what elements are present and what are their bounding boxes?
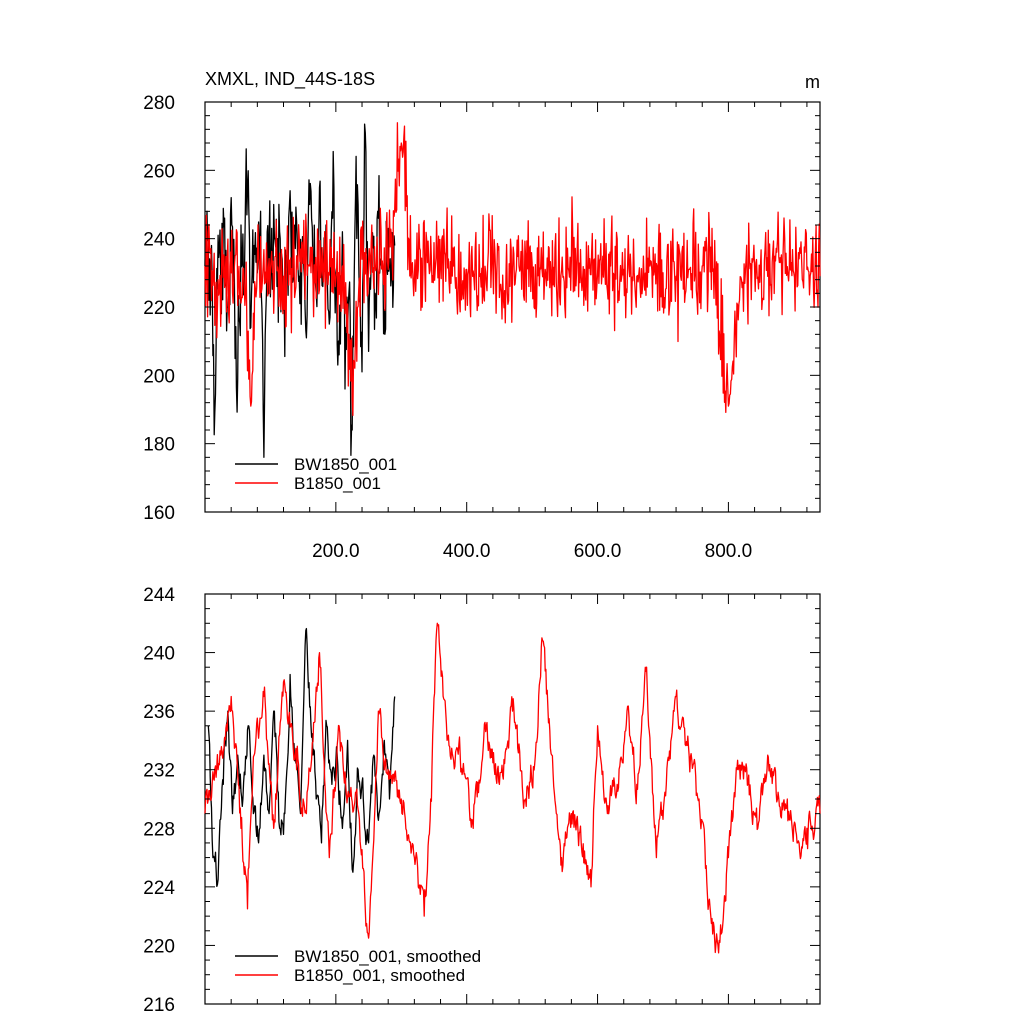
y-tick-label: 280 [143,93,175,114]
x-tick-label: 800.0 [705,541,753,562]
legend-label: B1850_001 [294,474,381,493]
bottom-panel: 216 220 224 228 232 236 240 244 BW1850_001, smo… [143,585,821,1016]
x-tick-label: 600.0 [574,541,622,562]
y-tick-label: 236 [143,702,175,723]
y-tick-label: 220 [143,936,175,957]
y-tick-label: 244 [143,585,175,606]
y-tick-label: 180 [143,435,175,456]
bottom-series-bw1850-001-smoothed-line [207,627,396,888]
top-panel-series [204,122,821,458]
top-panel-ticks: 160 180 200 220 240 260 280 200.0 400.0 600.0 800.… [143,93,820,562]
y-tick-label: 200 [143,366,175,387]
bottom-panel-series [204,622,821,954]
legend-label: BW1850_001, smoothed [294,947,481,966]
y-tick-label: 240 [143,230,175,251]
bottom-series-b1850-001-smoothed-line [204,622,821,954]
chart-title: XMXL, IND_44S-18S [205,69,375,90]
y-tick-label: 220 [143,298,175,319]
bottom-panel-ticks: 216 220 224 228 232 236 240 244 [143,585,820,1016]
bottom-panel-frame [204,593,821,1005]
y-tick-label: 228 [143,819,175,840]
top-panel: 160 180 200 220 240 260 280 200.0 400.0 600.0 800.… [143,93,821,562]
y-tick-label: 240 [143,644,175,665]
y-tick-label: 216 [143,995,175,1016]
units-label: m [805,72,820,92]
y-tick-label: 160 [143,503,175,524]
y-tick-label: 224 [143,878,175,899]
x-tick-label: 400.0 [443,541,491,562]
top-series-b1850-001-line [204,122,821,417]
y-tick-label: 260 [143,161,175,182]
legend-label: B1850_001, smoothed [294,966,465,985]
y-tick-label: 232 [143,761,175,782]
legend-label: BW1850_001 [294,455,397,474]
x-tick-label: 200.0 [312,541,360,562]
